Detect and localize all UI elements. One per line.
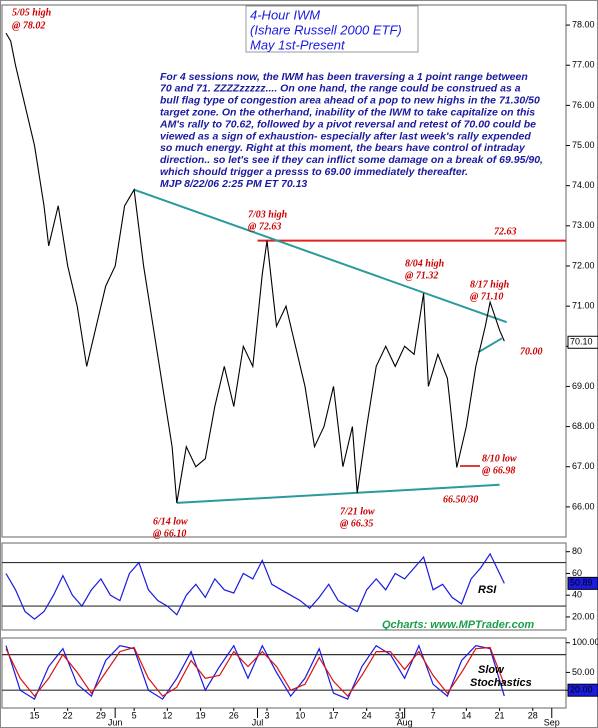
comment-line: MJP 8/22/06 2:25 PM ET 70.13: [160, 178, 307, 190]
annotation-note: @ 66.98: [482, 465, 515, 476]
x-tick-label: 12: [162, 710, 172, 720]
trendline: [133, 188, 508, 324]
month-label: Aug: [397, 717, 413, 727]
annotation: 7/21 low: [340, 506, 375, 517]
last-value-box: [567, 683, 598, 697]
annotation-note: @ 66.10: [153, 528, 186, 539]
comment-line: bull flag type of congestion area ahead …: [160, 95, 540, 107]
chart-subtitle: (Ishare Russell 2000 ETF): [250, 22, 402, 37]
y-tick-label: 68.00: [572, 421, 595, 431]
comment-line: AM's rally to 70.62, followed by a pivot…: [159, 118, 536, 130]
annotation: 5/05 high: [12, 7, 52, 18]
month-label: Jun: [108, 717, 123, 727]
indicator-label: RSI: [478, 584, 497, 596]
comment-line: 70 and 71. ZZZZzzzzz.... On one hand, th…: [160, 83, 521, 95]
annotation: 70.00: [520, 346, 543, 357]
series-line: [5, 32, 505, 503]
annotation: 72.63: [494, 226, 517, 237]
annotation: 66.50/30: [443, 494, 478, 505]
panel-frame: [1, 542, 567, 631]
comment-line: which should trigger a presss to 69.00 i…: [160, 166, 468, 178]
y-tick-label: 40: [572, 590, 582, 600]
series-line: [5, 552, 505, 620]
y-tick-label: 67.00: [572, 461, 595, 471]
y-tick-label: 77.00: [572, 60, 595, 70]
last-value-box: [567, 576, 598, 590]
credit: Qcharts: www.MPTrader.com: [382, 619, 534, 631]
annotation: 6/14 low: [153, 516, 188, 527]
y-tick-label: 50.00: [572, 667, 595, 677]
x-tick-label: 26: [229, 710, 239, 720]
y-tick-label: 74.00: [572, 180, 595, 190]
annotation-note: @ 72.63: [248, 221, 281, 232]
y-tick-label: 69.00: [572, 381, 595, 391]
y-tick-label: 75.00: [572, 140, 595, 150]
panel-frame: [1, 4, 567, 538]
x-tick-label: 31: [395, 710, 405, 720]
x-tick-label: 19: [196, 710, 206, 720]
comment-line: direction.. so let's see if they can inf…: [160, 154, 543, 166]
comment-line: viewed as a sign of exhaustion- especial…: [160, 130, 531, 142]
annotation-note: @ 71.32: [405, 270, 438, 281]
y-tick-label: 66.00: [572, 501, 595, 511]
trendline: [176, 483, 500, 504]
y-tick-label: 73.00: [572, 220, 595, 230]
y-tick-label: 78.00: [572, 19, 595, 29]
annotation-note: @ 71.10: [470, 291, 503, 302]
indicator-label: Slow: [478, 664, 505, 676]
panel-frame: [1, 637, 567, 709]
trendline: [477, 337, 503, 354]
indicator-label: Stochastics: [470, 677, 532, 689]
annotation: 7/03 high: [248, 209, 288, 220]
x-tick-label: 3: [265, 710, 270, 720]
comment-line: so much energy. Right at this moment, th…: [160, 142, 526, 154]
last-value-label: 50.89: [570, 578, 593, 588]
x-tick-label: 10: [295, 710, 305, 720]
comment-line: target zone. On the otherhand, inability…: [160, 106, 535, 118]
chart-subtitle: May 1st-Present: [250, 37, 346, 52]
y-tick-label: 60: [572, 568, 582, 578]
annotation-note: @ 66.35: [340, 518, 373, 529]
last-value-label: 20.00: [570, 685, 593, 695]
x-tick-label: 5: [132, 710, 137, 720]
x-tick-label: 22: [63, 710, 73, 720]
month-label: Sep: [544, 717, 560, 727]
x-tick-label: 14: [461, 710, 471, 720]
x-tick-label: 28: [528, 710, 538, 720]
series-line: [5, 644, 505, 700]
chart-title: 4-Hour IWM: [250, 7, 320, 22]
x-tick-label: 29: [96, 710, 106, 720]
annotation: 8/04 high: [405, 258, 445, 269]
title-box: [245, 5, 419, 53]
series-line: [5, 646, 505, 698]
x-tick-label: 24: [362, 710, 372, 720]
annotation-note: @ 78.02: [12, 20, 45, 31]
month-label: Jul: [252, 717, 264, 727]
y-tick-label: 72.00: [572, 260, 595, 270]
y-tick-label: 80: [572, 546, 582, 556]
comment-line: For 4 sessions now, the IWM has been tra…: [160, 71, 528, 83]
y-tick-label: 76.00: [572, 100, 595, 110]
annotation: 8/17 high: [470, 279, 510, 290]
y-tick-label: 20.00: [572, 611, 595, 621]
annotation: 8/10 low: [482, 453, 517, 464]
last-value-box: [567, 335, 598, 349]
x-tick-label: 17: [328, 710, 338, 720]
last-value-label: 70.10: [570, 337, 593, 347]
y-tick-label: 100.00: [572, 637, 598, 647]
x-tick-label: 15: [29, 710, 39, 720]
x-tick-label: 21: [495, 710, 505, 720]
y-tick-label: 71.00: [572, 301, 595, 311]
x-tick-label: 7: [431, 710, 436, 720]
